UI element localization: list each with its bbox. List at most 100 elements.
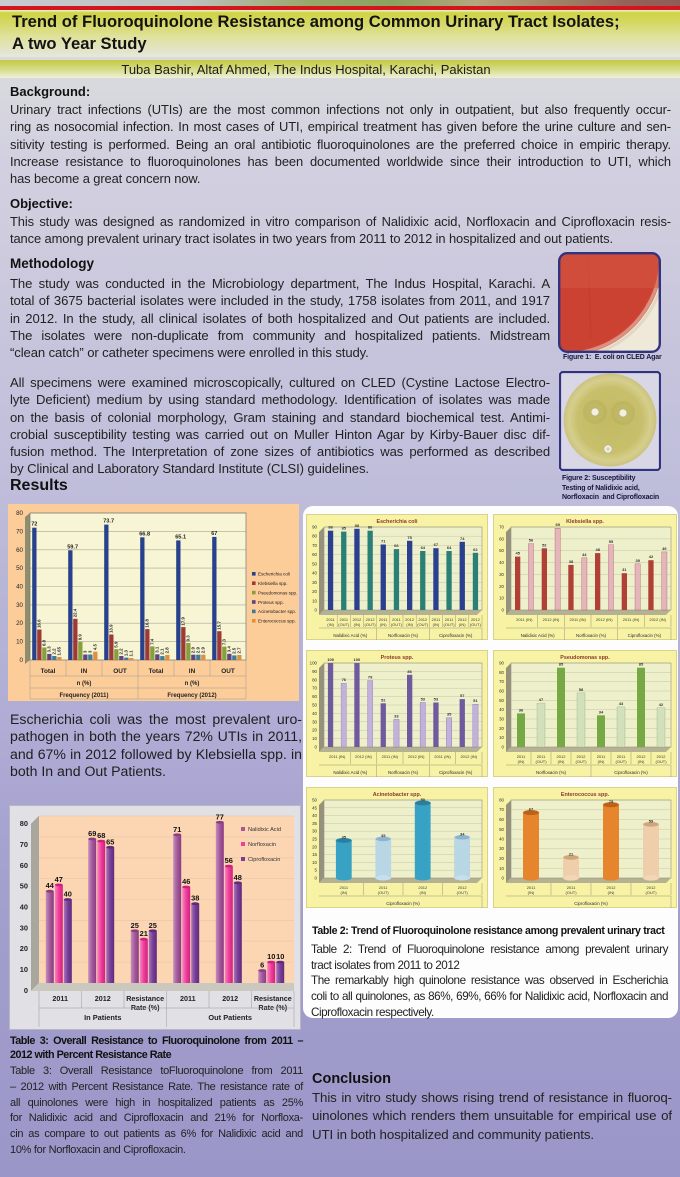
svg-text:80: 80 [499, 670, 504, 675]
svg-text:2.5: 2.5 [231, 647, 236, 654]
svg-text:46: 46 [182, 877, 190, 886]
svg-text:2011: 2011 [392, 617, 401, 622]
svg-text:Rate (%): Rate (%) [131, 1003, 160, 1012]
svg-text:Norfloxacin (%): Norfloxacin (%) [388, 633, 419, 638]
svg-text:(OUT): (OUT) [535, 759, 547, 764]
svg-text:Nalidixic Acid: Nalidixic Acid [248, 827, 281, 833]
svg-text:86: 86 [368, 525, 373, 530]
svg-text:0: 0 [502, 608, 505, 613]
svg-text:65.1: 65.1 [175, 534, 186, 540]
svg-text:IN: IN [189, 668, 196, 675]
svg-text:36: 36 [519, 707, 524, 712]
svg-text:2011 (IN): 2011 (IN) [623, 617, 640, 622]
svg-text:0: 0 [315, 745, 318, 750]
svg-text:22.4: 22.4 [72, 608, 77, 617]
svg-text:6.8: 6.8 [41, 639, 46, 646]
svg-text:2011 (IN): 2011 (IN) [434, 754, 451, 759]
svg-text:IN: IN [81, 668, 88, 675]
svg-text:35: 35 [342, 835, 347, 840]
svg-text:9.3: 9.3 [185, 635, 190, 642]
svg-text:100: 100 [354, 657, 361, 662]
svg-text:50: 50 [312, 703, 317, 708]
svg-text:2011: 2011 [567, 885, 576, 890]
svg-text:50: 50 [20, 882, 28, 891]
svg-text:2011: 2011 [339, 885, 348, 890]
svg-text:71: 71 [381, 539, 386, 544]
svg-text:2011: 2011 [180, 994, 196, 1003]
svg-text:30: 30 [499, 846, 504, 851]
svg-text:10: 10 [267, 952, 275, 961]
svg-text:2011: 2011 [326, 617, 335, 622]
svg-text:2012 (IN): 2012 (IN) [596, 617, 613, 622]
svg-text:(OUT): (OUT) [470, 622, 482, 627]
svg-text:68: 68 [97, 831, 105, 840]
svg-text:Out Patients: Out Patients [208, 1013, 252, 1022]
svg-text:31: 31 [622, 567, 627, 572]
svg-text:Frequency (2011): Frequency (2011) [59, 693, 108, 699]
svg-text:50: 50 [499, 827, 504, 832]
svg-text:(OUT): (OUT) [615, 759, 627, 764]
svg-text:71: 71 [173, 825, 181, 834]
svg-text:30: 30 [499, 717, 504, 722]
svg-text:16.8: 16.8 [144, 618, 149, 627]
svg-text:56: 56 [225, 856, 233, 865]
svg-text:n (%): n (%) [185, 681, 200, 687]
svg-text:(IN): (IN) [327, 622, 334, 627]
svg-text:1.65: 1.65 [56, 646, 61, 655]
svg-text:70: 70 [312, 686, 317, 691]
svg-text:n (%): n (%) [77, 681, 92, 687]
svg-text:20: 20 [312, 728, 317, 733]
svg-text:25: 25 [149, 921, 157, 930]
svg-text:2011: 2011 [379, 885, 388, 890]
svg-text:20: 20 [312, 844, 317, 849]
svg-text:7.3: 7.3 [221, 638, 226, 645]
svg-text:Enterococcus spp.: Enterococcus spp. [561, 792, 610, 798]
svg-text:Ciprofloxacin (%): Ciprofloxacin (%) [439, 770, 473, 775]
svg-text:76: 76 [342, 677, 347, 682]
svg-text:Enterococcus spp.: Enterococcus spp. [258, 619, 296, 624]
svg-text:72: 72 [31, 522, 37, 528]
svg-text:Resistance: Resistance [254, 994, 292, 1003]
svg-text:2011: 2011 [432, 617, 441, 622]
svg-text:2012: 2012 [557, 754, 567, 759]
svg-text:21: 21 [569, 852, 574, 857]
svg-text:Frequency (2012): Frequency (2012) [167, 693, 216, 699]
svg-text:59: 59 [649, 818, 654, 823]
svg-text:34: 34 [599, 709, 604, 714]
svg-text:2012: 2012 [405, 617, 415, 622]
svg-text:52: 52 [542, 542, 547, 547]
svg-text:60: 60 [499, 536, 504, 541]
svg-text:80: 80 [16, 510, 23, 517]
svg-text:80: 80 [312, 534, 317, 539]
svg-text:42: 42 [659, 702, 664, 707]
svg-text:60: 60 [499, 689, 504, 694]
svg-text:40: 40 [312, 813, 317, 818]
svg-text:15.7: 15.7 [216, 621, 221, 630]
svg-text:35: 35 [381, 833, 386, 838]
svg-text:86: 86 [407, 669, 412, 674]
svg-text:38: 38 [191, 894, 199, 903]
svg-text:34: 34 [460, 831, 465, 836]
svg-text:59.7: 59.7 [67, 544, 78, 550]
svg-text:33: 33 [394, 713, 399, 718]
svg-text:Ciprofloxacin (%): Ciprofloxacin (%) [439, 633, 473, 638]
svg-text:6: 6 [260, 961, 264, 970]
svg-text:10: 10 [499, 866, 504, 871]
svg-text:10: 10 [312, 860, 317, 865]
svg-text:2011: 2011 [339, 617, 348, 622]
svg-text:48: 48 [234, 873, 242, 882]
svg-text:OUT: OUT [221, 668, 235, 675]
svg-text:66: 66 [394, 543, 399, 548]
svg-text:2011 (IN): 2011 (IN) [382, 754, 399, 759]
svg-text:(IN): (IN) [558, 759, 565, 764]
svg-text:2.9: 2.9 [200, 647, 205, 654]
svg-text:Rate (%): Rate (%) [258, 1003, 287, 1012]
svg-text:0: 0 [20, 657, 24, 664]
svg-text:40: 40 [16, 584, 23, 591]
svg-text:Pseudomonas spp.: Pseudomonas spp. [560, 655, 610, 661]
svg-text:35: 35 [312, 821, 317, 826]
svg-text:44: 44 [46, 881, 55, 890]
svg-text:50: 50 [499, 548, 504, 553]
svg-text:35: 35 [447, 712, 452, 717]
svg-text:17.9: 17.9 [180, 616, 185, 625]
